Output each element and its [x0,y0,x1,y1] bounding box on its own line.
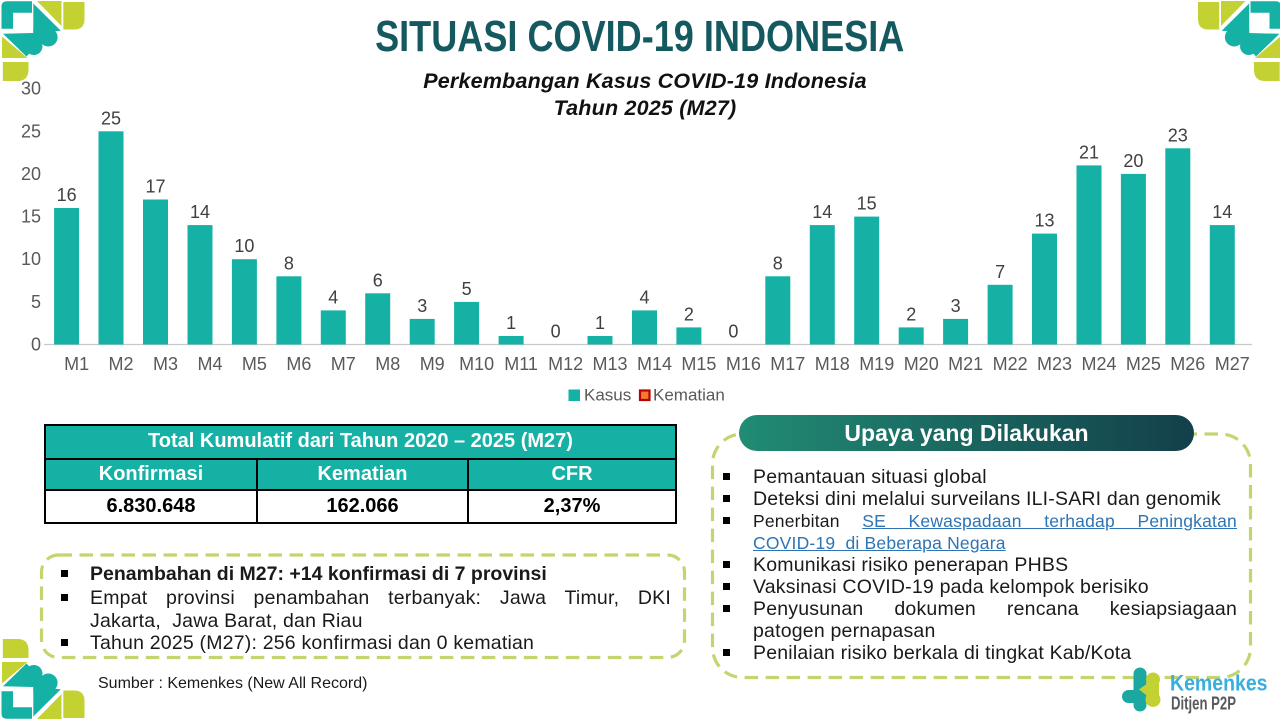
svg-text:M20: M20 [904,354,939,374]
svg-text:M11: M11 [504,354,538,374]
svg-text:Ditjen P2P: Ditjen P2P [1171,694,1236,714]
svg-text:15: 15 [857,194,877,214]
svg-text:M6: M6 [286,354,311,374]
svg-text:10: 10 [21,249,41,269]
svg-text:2: 2 [906,304,916,324]
svg-text:M26: M26 [1170,354,1205,374]
svg-text:M25: M25 [1126,354,1161,374]
svg-text:4: 4 [328,287,338,307]
svg-text:20: 20 [21,164,41,184]
svg-text:M2: M2 [108,354,133,374]
svg-text:23: 23 [1168,125,1188,145]
svg-text:M18: M18 [815,354,850,374]
svg-text:3: 3 [417,296,427,316]
svg-text:3: 3 [951,296,961,316]
svg-text:M13: M13 [592,354,627,374]
svg-text:25: 25 [101,108,121,128]
svg-text:M10: M10 [459,354,494,374]
svg-text:M19: M19 [859,354,894,374]
svg-text:Kasus: Kasus [584,386,631,405]
svg-text:M3: M3 [153,354,178,374]
svg-text:1: 1 [506,313,516,333]
svg-text:4: 4 [639,287,649,307]
svg-text:M21: M21 [948,354,983,374]
svg-text:M7: M7 [331,354,356,374]
svg-text:6: 6 [373,270,383,290]
svg-text:M15: M15 [681,354,716,374]
svg-text:M14: M14 [637,354,672,374]
svg-text:M16: M16 [726,354,761,374]
svg-text:10: 10 [234,236,254,256]
svg-text:M8: M8 [375,354,400,374]
svg-text:8: 8 [773,253,783,273]
svg-text:0: 0 [551,322,561,342]
svg-text:M9: M9 [420,354,445,374]
svg-text:5: 5 [31,292,41,312]
svg-text:M17: M17 [770,354,805,374]
svg-text:M12: M12 [548,354,583,374]
svg-text:16: 16 [57,185,77,205]
svg-text:0: 0 [728,322,738,342]
svg-text:0: 0 [31,335,41,355]
svg-text:15: 15 [21,207,41,227]
svg-text:7: 7 [995,262,1005,282]
svg-text:25: 25 [21,121,41,141]
svg-text:17: 17 [145,177,165,197]
svg-text:14: 14 [812,202,832,222]
svg-text:20: 20 [1123,151,1143,171]
svg-text:M27: M27 [1215,354,1250,374]
svg-text:21: 21 [1079,142,1099,162]
svg-text:30: 30 [21,79,41,99]
svg-text:1: 1 [595,313,605,333]
svg-text:14: 14 [1212,202,1232,222]
svg-text:Kemenkes: Kemenkes [1170,670,1268,695]
svg-text:13: 13 [1034,211,1054,231]
svg-text:2: 2 [684,304,694,324]
svg-text:M4: M4 [197,354,222,374]
svg-text:Kematian: Kematian [653,386,725,405]
svg-text:5: 5 [462,279,472,299]
svg-text:M5: M5 [242,354,267,374]
svg-text:M23: M23 [1037,354,1072,374]
svg-text:8: 8 [284,253,294,273]
svg-text:M1: M1 [64,354,89,374]
svg-text:M22: M22 [993,354,1028,374]
svg-text:14: 14 [190,202,210,222]
svg-text:M24: M24 [1081,354,1116,374]
